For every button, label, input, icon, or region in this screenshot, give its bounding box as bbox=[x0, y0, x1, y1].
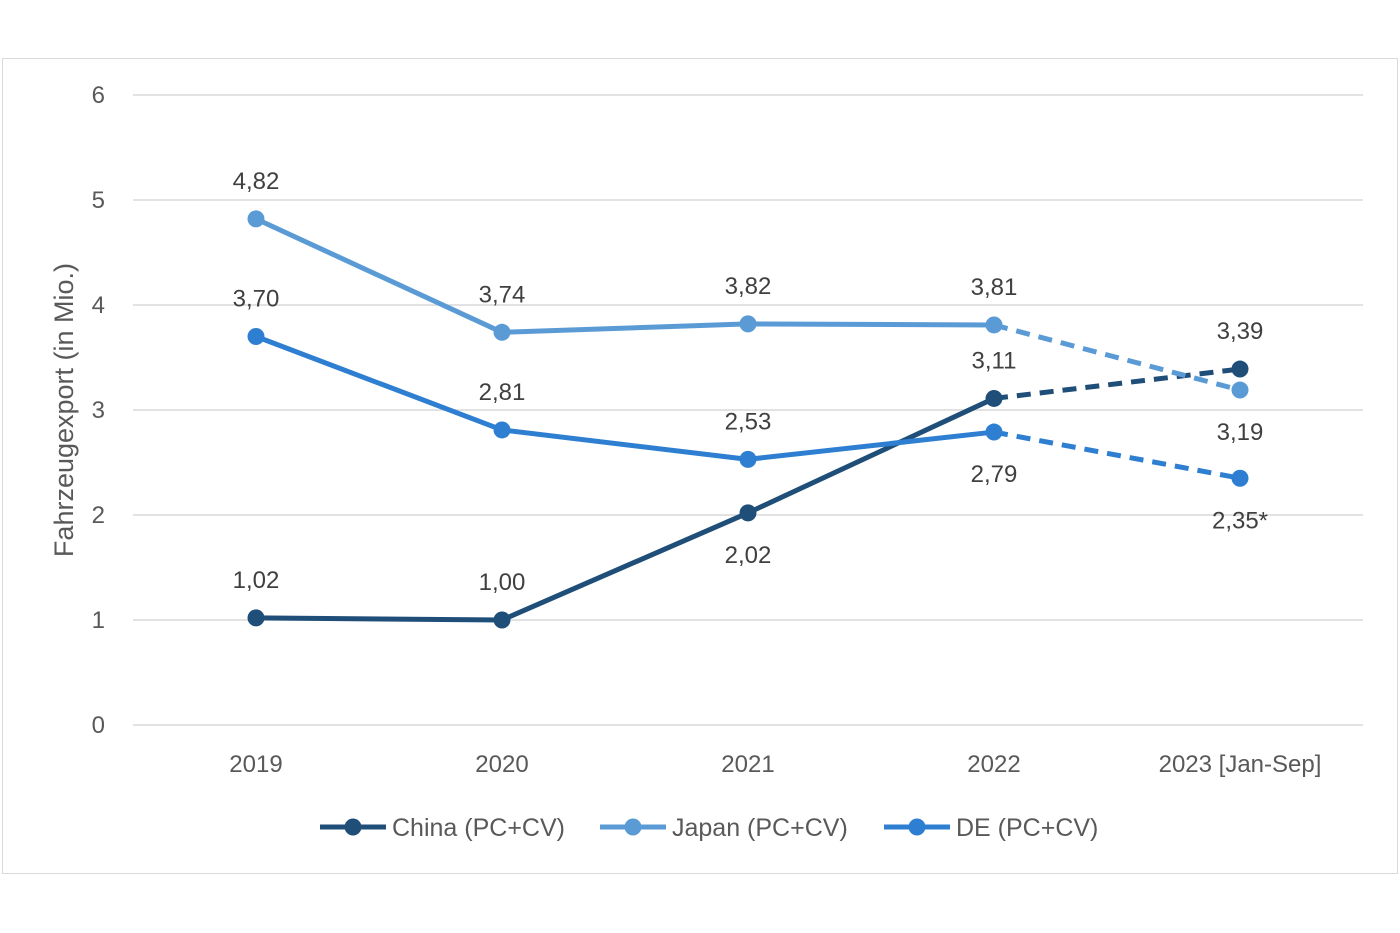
legend-marker bbox=[344, 818, 362, 836]
series-line bbox=[253, 216, 997, 335]
y-tick-label: 4 bbox=[92, 292, 105, 319]
x-tick-label: 2020 bbox=[475, 751, 528, 778]
series-china-pc-cv bbox=[247, 360, 1249, 629]
data-label: 3,70 bbox=[233, 286, 280, 313]
legend-label: China (PC+CV) bbox=[392, 814, 565, 842]
series bbox=[247, 210, 1249, 629]
data-point bbox=[739, 450, 757, 468]
data-label: 4,82 bbox=[233, 168, 280, 195]
data-point bbox=[247, 609, 265, 627]
data-point bbox=[1231, 469, 1249, 487]
data-point bbox=[493, 323, 511, 341]
data-label: 2,81 bbox=[479, 379, 526, 406]
y-tick-label: 6 bbox=[92, 82, 105, 109]
data-point bbox=[739, 315, 757, 333]
legend-item-de-pc-cv: DE (PC+CV) bbox=[884, 814, 1098, 842]
data-labels: 1,02 1,00 2,02 3,11 3,39 4,82 3,74 3,82 3,81 3,19… bbox=[233, 168, 1268, 596]
y-tick-label: 0 bbox=[92, 712, 105, 739]
legend-item-japan-pc-cv: Japan (PC+CV) bbox=[600, 814, 848, 842]
data-label: 3,11 bbox=[972, 347, 1017, 374]
data-label: 2,35* bbox=[1212, 507, 1268, 534]
series-line-projection bbox=[993, 322, 1241, 393]
x-tick-label: 2023 [Jan-Sep] bbox=[1159, 751, 1322, 778]
data-point bbox=[1231, 360, 1249, 378]
data-label: 3,82 bbox=[725, 273, 772, 300]
y-axis-label: Fahrzeugexport (in Mio.) bbox=[49, 263, 79, 557]
data-point bbox=[739, 504, 757, 522]
y-tick-label: 3 bbox=[92, 397, 105, 424]
y-axis-ticks: 0 1 2 3 4 5 6 bbox=[92, 82, 105, 739]
x-tick-label: 2021 bbox=[721, 751, 774, 778]
legend-label: Japan (PC+CV) bbox=[672, 814, 848, 842]
y-tick-label: 1 bbox=[92, 607, 105, 634]
data-label: 3,81 bbox=[971, 274, 1018, 301]
data-label: 2,53 bbox=[725, 408, 772, 435]
data-label: 3,19 bbox=[1217, 419, 1264, 446]
data-point bbox=[985, 423, 1003, 441]
data-label: 1,00 bbox=[479, 569, 526, 596]
legend-label: DE (PC+CV) bbox=[956, 814, 1098, 842]
series-de-pc-cv bbox=[247, 328, 1249, 487]
series-line-projection bbox=[993, 429, 1241, 481]
series-japan-pc-cv bbox=[247, 210, 1249, 399]
legend-marker bbox=[908, 818, 926, 836]
x-axis-ticks: 2019 2020 2021 2022 2023 [Jan-Sep] bbox=[229, 751, 1321, 778]
x-tick-label: 2022 bbox=[967, 751, 1020, 778]
series-line bbox=[253, 334, 997, 462]
legend-item-china-pc-cv: China (PC+CV) bbox=[320, 814, 565, 842]
data-label: 3,74 bbox=[479, 281, 526, 308]
data-point bbox=[493, 611, 511, 629]
series-line-projection bbox=[993, 366, 1241, 401]
data-point bbox=[493, 421, 511, 439]
data-label: 2,02 bbox=[725, 542, 772, 569]
data-label: 1,02 bbox=[233, 567, 280, 594]
data-label: 2,79 bbox=[971, 461, 1018, 488]
data-label: 3,39 bbox=[1217, 318, 1264, 345]
x-tick-label: 2019 bbox=[229, 751, 282, 778]
data-point bbox=[1231, 381, 1249, 399]
y-tick-label: 5 bbox=[92, 187, 105, 214]
data-point bbox=[247, 210, 265, 228]
legend-marker bbox=[624, 818, 642, 836]
y-tick-label: 2 bbox=[92, 502, 105, 529]
data-point bbox=[985, 389, 1003, 407]
legend: China (PC+CV) Japan (PC+CV) DE (PC+CV) bbox=[320, 814, 1098, 842]
series-line bbox=[253, 395, 997, 623]
data-point bbox=[985, 316, 1003, 334]
data-point bbox=[247, 328, 265, 345]
